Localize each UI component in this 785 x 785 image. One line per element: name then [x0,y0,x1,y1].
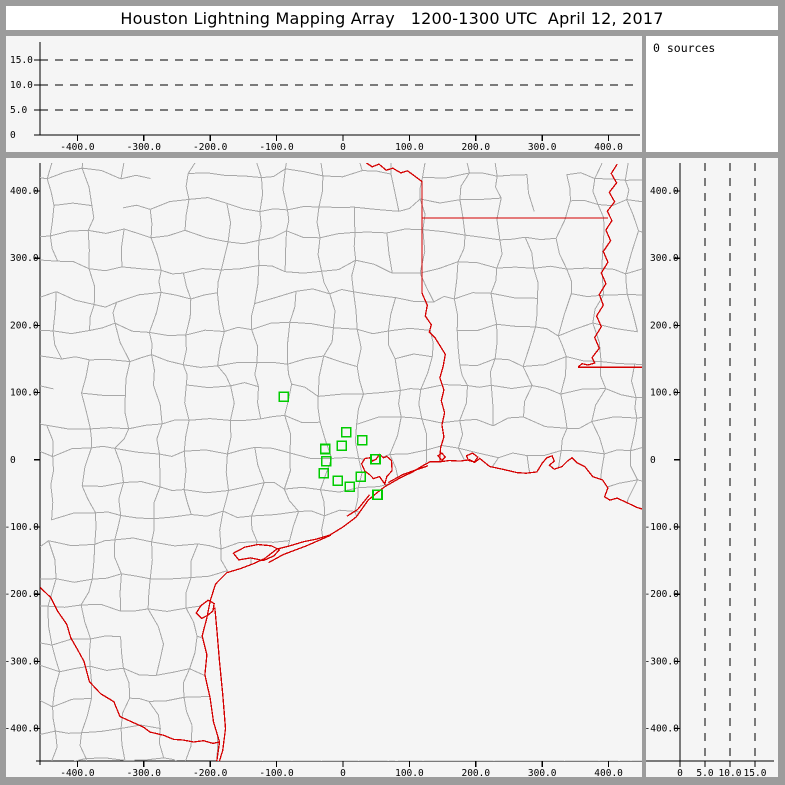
tick-label: 400.0 [650,186,679,197]
page-title: Houston Lightning Mapping Array 1200-130… [120,8,664,28]
tick-label: -200.0 [193,142,228,153]
tick-label: 300.0 [650,253,679,264]
tick-label: 100.0 [395,768,424,779]
altitude-vs-ew-plot[interactable]: 0 5.0 10.0 15.0 -400.0 -300.0 -200.0 -100.0 0 100… [6,36,642,153]
tick-label: 300.0 [528,768,557,779]
station-marker [336,440,348,452]
tick-label: -200.0 [193,768,228,779]
tick-label: 15.0 [10,55,33,66]
tick-label: 200.0 [461,768,490,779]
mississippi-river [577,163,618,368]
station-marker [278,391,290,402]
tick-label: -300.0 [127,768,162,779]
plan-view-map-plot[interactable]: 400.0 300.0 200.0 100.0 0 -100.0 -200.0 -300.0 -… [5,158,642,779]
bolivar-shore [387,465,429,484]
station-marker [355,471,367,482]
station-marker [321,455,332,467]
west-bay-shore [346,494,371,517]
tick-label: 0 [650,455,656,466]
lma-stations [278,391,383,501]
map-content[interactable] [40,163,642,761]
tick-label: -100.0 [259,768,294,779]
tick-label: -400.0 [5,724,40,735]
alt-ns-axes [646,163,774,767]
tick-label: -300.0 [127,142,162,153]
tick-label: 400.0 [594,768,623,779]
tick-label: 200.0 [650,320,679,331]
tick-label: -100.0 [645,522,680,533]
tick-label: 5.0 [696,768,713,779]
station-marker [356,434,368,446]
state-borders-and-coastline [40,163,642,761]
tick-label: 0 [677,768,683,779]
tick-label: 100.0 [650,388,679,399]
station-marker [319,443,331,455]
tick-label: 10.0 [719,768,742,779]
tick-label: -200.0 [5,589,40,600]
alt-ns-tick-labels: 400.0 300.0 200.0 100.0 0 -100.0 -200.0 -300.0 -… [645,186,767,779]
alt-ew-axes [34,42,640,141]
tick-label: 100.0 [395,142,424,153]
map-axes [34,163,642,767]
station-marker [370,453,381,465]
station-marker [340,426,352,438]
tick-label: -300.0 [645,656,680,667]
tick-label: 0 [10,455,16,466]
matagorda-peninsula [268,534,332,564]
tick-label: 10.0 [10,80,33,91]
sources-count-box: 0 sources [646,36,778,152]
sabine-river [421,292,446,462]
tick-label: 0 [340,768,346,779]
tick-label: 300.0 [528,142,557,153]
tick-label: -300.0 [5,656,40,667]
altitude-vs-ns-plot[interactable]: 400.0 300.0 200.0 100.0 0 -100.0 -200.0 -300.0 -… [645,158,778,779]
sabine-lake [437,452,447,462]
tick-label: -200.0 [645,589,680,600]
gulf-of-mexico [202,455,642,761]
tick-label: 400.0 [10,186,39,197]
barrier-islands [214,465,429,761]
tick-label: -400.0 [60,142,95,153]
tick-label: 200.0 [10,320,39,331]
tick-label: 400.0 [594,142,623,153]
tick-label: 300.0 [10,253,39,264]
alt-dashed-gridlines [704,163,756,761]
galveston-bay [360,453,393,486]
tick-label: 15.0 [744,768,767,779]
rio-grande-border [40,587,220,745]
alt-ew-tick-labels: 0 5.0 10.0 15.0 -400.0 -300.0 -200.0 -100.0 0 100… [10,55,623,153]
tick-label: -400.0 [60,768,95,779]
station-marker [332,475,344,486]
title-bar: Houston Lightning Mapping Array 1200-130… [6,6,778,30]
tick-label: -100.0 [259,142,294,153]
tick-label: 0 [340,142,346,153]
tick-label: -100.0 [5,522,40,533]
padre-island [214,607,227,761]
red-river [365,163,423,183]
tick-label: 200.0 [461,142,490,153]
station-marker [344,481,355,493]
tick-label: -400.0 [645,724,680,735]
tick-label: 0 [10,130,16,141]
station-marker [318,467,330,479]
tick-label: 100.0 [10,388,39,399]
alt-dashed-gridlines [40,59,640,111]
tick-label: 5.0 [10,105,27,116]
map-tick-labels: 400.0 300.0 200.0 100.0 0 -100.0 -200.0 -300.0 -… [5,186,624,779]
station-marker [372,489,383,501]
sources-count-label: 0 sources [653,41,716,55]
gulf-coastline [201,454,642,761]
